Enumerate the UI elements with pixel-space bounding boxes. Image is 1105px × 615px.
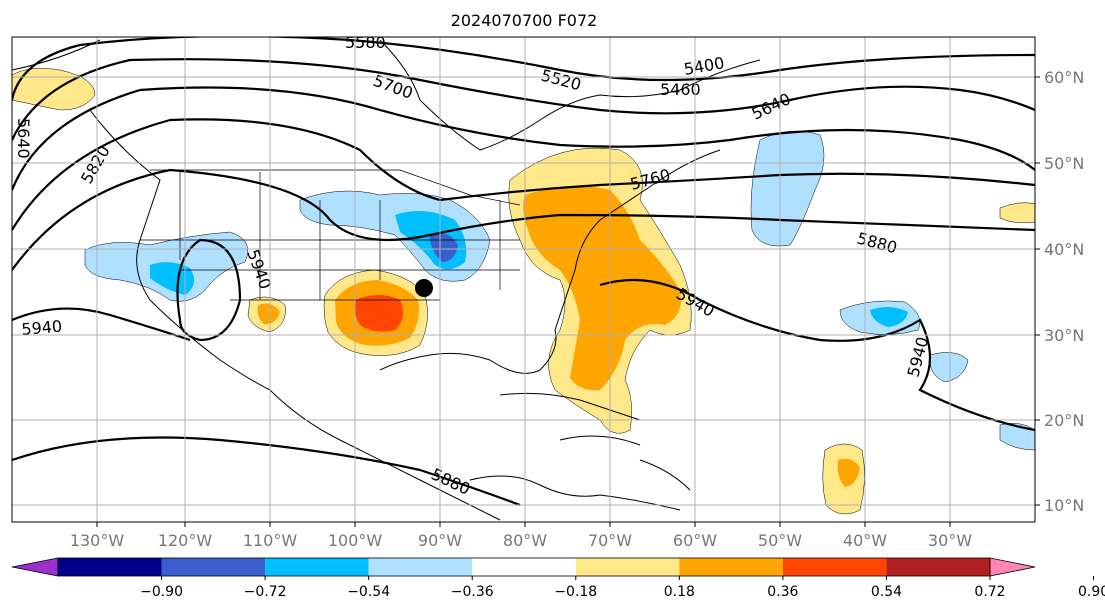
lat-tick-label: 20°N: [1044, 411, 1084, 430]
shading-layer: [12, 68, 1035, 515]
lat-tick-label: 10°N: [1044, 496, 1084, 515]
colorbar-segment: [472, 558, 576, 576]
colorbar-frame: [57, 557, 991, 577]
colorbar-extend-high: [989, 557, 1036, 577]
gridlines: [12, 37, 1035, 522]
colorbar-label: −0.36: [451, 584, 494, 600]
longitude-axis: 130°W 120°W 110°W 100°W 90°W 80°W 70°W 60°W 50°W…: [70, 522, 972, 550]
contour-label: 5580: [345, 33, 386, 52]
colorbar-label: −0.54: [347, 584, 390, 600]
lon-tick-label: 130°W: [70, 531, 125, 550]
colorbar-label: 0.72: [974, 584, 1005, 600]
lon-tick-label: 40°W: [843, 531, 887, 550]
contour-label: 5640: [14, 118, 33, 159]
lat-tick-label: 50°N: [1044, 154, 1084, 173]
lon-tick-label: 60°W: [673, 531, 717, 550]
lon-tick-label: 70°W: [588, 531, 632, 550]
colorbar-segment: [782, 558, 887, 576]
colorbar-label: 0.18: [664, 584, 695, 600]
contour-label: 5460: [660, 80, 701, 99]
colorbar-label: 0.90: [1078, 584, 1105, 600]
height-contours: [12, 37, 1035, 507]
map-frame: [11, 36, 1036, 523]
contour-label: 5940: [21, 317, 63, 339]
colorbar-label: 0.36: [767, 584, 798, 600]
lon-tick-label: 100°W: [328, 531, 383, 550]
lon-tick-label: 80°W: [503, 531, 547, 550]
colorbar-label: −0.90: [140, 584, 183, 600]
colorbar-label: 0.54: [871, 584, 902, 600]
map-area: 5580 5520 5400 5460 5700 5640 5640 5820 …: [12, 33, 1035, 522]
colorbar-segment: [886, 558, 990, 576]
colorbar: −0.90 −0.72 −0.54 −0.36 −0.18 0.18 0.36 0.54 0.7…: [11, 557, 1105, 600]
lon-tick-label: 50°W: [758, 531, 802, 550]
colorbar-segment: [58, 558, 162, 576]
colorbar-segment: [368, 558, 473, 576]
lat-tick-label: 40°N: [1044, 240, 1084, 259]
colorbar-segment: [161, 558, 266, 576]
lat-tick-label: 60°N: [1044, 68, 1084, 87]
colorbar-segment: [575, 558, 680, 576]
latitude-axis: 10°N 20°N 30°N 40°N 50°N 60°N: [1035, 68, 1084, 515]
lat-tick-label: 30°N: [1044, 326, 1084, 345]
lon-tick-label: 90°W: [418, 531, 462, 550]
colorbar-segment: [265, 558, 369, 576]
lon-tick-label: 120°W: [158, 531, 213, 550]
lon-tick-label: 110°W: [243, 531, 298, 550]
colorbar-extend-low: [11, 557, 59, 577]
lon-tick-label: 30°W: [928, 531, 972, 550]
station-marker: [415, 279, 433, 297]
colorbar-label: −0.72: [244, 584, 287, 600]
colorbar-segment: [679, 558, 783, 576]
colorbar-label: −0.18: [554, 584, 597, 600]
map-title: 2024070700 F072: [451, 11, 598, 30]
